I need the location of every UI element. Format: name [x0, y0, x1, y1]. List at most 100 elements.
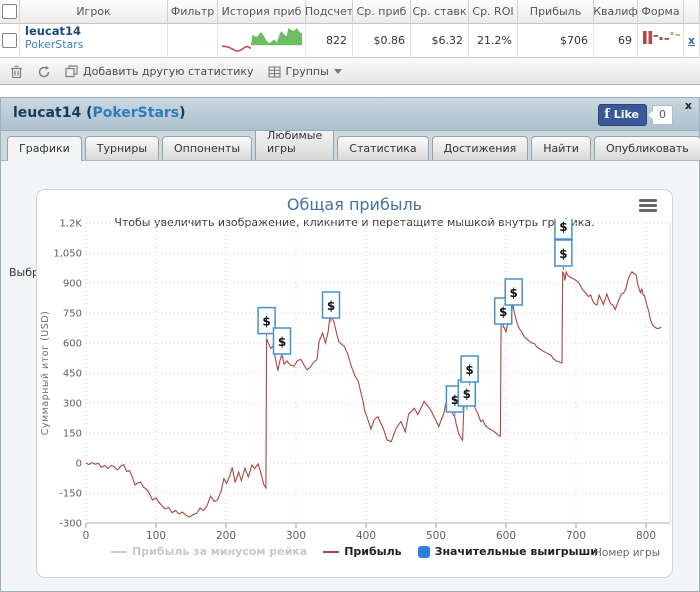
count-cell: 822	[306, 24, 353, 58]
svg-text:-300: -300	[59, 519, 82, 530]
row-checkbox-cell	[0, 24, 20, 58]
legend-item[interactable]: Значительные выигрыши	[417, 545, 598, 558]
chart-context-menu-button[interactable]	[639, 199, 657, 212]
select-all-checkbox[interactable]	[2, 4, 17, 19]
header-cell[interactable]: Фильтр	[168, 0, 218, 24]
legend-swatch	[323, 550, 340, 553]
header-cell[interactable]: Форма	[638, 0, 684, 24]
player-panel: leucat14 (PokerStars) f Like 0 x Графики Т…	[0, 97, 700, 592]
legend-item[interactable]: Прибыль	[323, 545, 402, 558]
groups-dropdown-arrow	[333, 69, 342, 74]
svg-text:200: 200	[216, 530, 236, 542]
x-axis-title: Номер игры	[594, 547, 660, 559]
tab-опубликовать[interactable]: Опубликовать	[593, 136, 700, 160]
add-statistic-button[interactable]: Добавить другую статистику	[65, 65, 254, 78]
groups-label: Группы	[285, 65, 329, 78]
svg-text:600: 600	[496, 530, 516, 542]
header-cell[interactable]: Ср. ROI	[469, 0, 518, 24]
like-label: Like	[613, 108, 639, 121]
profit-sparkline[interactable]	[221, 26, 303, 55]
svg-text:750: 750	[63, 309, 82, 320]
groups-button[interactable]: Группы	[267, 65, 342, 78]
panel-title-site: PokerStars	[92, 105, 180, 121]
legend-label: Прибыль за минусом рейка	[132, 545, 308, 558]
add-window-icon	[65, 65, 78, 78]
legend-label: Значительные выигрыши	[434, 545, 598, 558]
svg-text:$: $	[559, 247, 567, 261]
player-cell: leucat14 PokerStars	[20, 24, 168, 58]
header-cell[interactable]: Ср. ставк	[411, 0, 469, 24]
row-checkbox[interactable]	[2, 33, 17, 48]
tab-статистика[interactable]: Статистика	[337, 136, 429, 160]
header-cell[interactable]	[684, 0, 700, 24]
svg-text:$: $	[465, 363, 473, 377]
profit-chart-panel[interactable]: Общая прибыль Чтобы увеличить изображени…	[36, 189, 673, 578]
legend-swatch	[111, 550, 127, 553]
header-cell[interactable]: Ср. приб	[353, 0, 411, 24]
panel-close-button[interactable]: x	[684, 99, 692, 112]
profit-chart-plot[interactable]: 0 100 200 300 400 500 600 700 800 1.2K 1,050 900 750…	[37, 212, 672, 548]
row-remove-cell: x	[684, 24, 700, 58]
tab-графики[interactable]: Графики	[7, 136, 82, 161]
header-cell[interactable]: Квалиф	[594, 0, 638, 24]
header-cell[interactable]: Игрок	[20, 0, 168, 24]
svg-text:900: 900	[63, 279, 82, 290]
svg-text:$: $	[262, 315, 270, 329]
svg-text:400: 400	[356, 530, 376, 542]
form-chart	[640, 29, 682, 52]
legend-item[interactable]: Прибыль за минусом рейка	[111, 545, 307, 558]
profit-history-cell	[218, 24, 306, 58]
svg-text:$: $	[559, 220, 567, 234]
svg-text:-150: -150	[59, 489, 82, 500]
tab-bar: Графики Турниры Оппоненты Любимые игры Стати…	[1, 123, 700, 161]
svg-text:300: 300	[286, 530, 306, 542]
tab-оппоненты[interactable]: Оппоненты	[162, 136, 253, 160]
svg-text:Суммарный итог (USD): Суммарный итог (USD)	[40, 311, 51, 436]
stats-table-header: Игрок Фильтр История приб Подсчет Ср. приб Ср…	[0, 0, 700, 24]
svg-text:450: 450	[63, 369, 82, 380]
svg-text:1,050: 1,050	[53, 249, 82, 260]
tab-достижения[interactable]: Достижения	[431, 136, 529, 160]
panel-header: leucat14 (PokerStars) f Like 0 x	[1, 98, 699, 131]
chart-title: Общая прибыль	[286, 195, 423, 214]
svg-text:800: 800	[636, 530, 656, 542]
header-cell[interactable]: История приб	[218, 0, 306, 24]
row-remove-link[interactable]: x	[687, 34, 696, 47]
facebook-icon: f	[604, 107, 610, 122]
svg-text:$: $	[463, 387, 471, 401]
svg-text:1.2K: 1.2K	[60, 219, 83, 230]
tab-найти[interactable]: Найти	[531, 136, 591, 160]
profit-cell: $706	[518, 24, 594, 58]
facebook-like-button[interactable]: f Like	[598, 104, 647, 126]
svg-text:500: 500	[426, 530, 446, 542]
header-cell[interactable]: Подсчет	[306, 0, 353, 24]
legend-swatch	[417, 545, 430, 558]
stats-table: Игрок Фильтр История приб Подсчет Ср. приб Ср…	[0, 0, 700, 58]
svg-text:300: 300	[63, 399, 82, 410]
chart-legend: Прибыль за минусом рейка Прибыль Значитель…	[37, 545, 672, 558]
refresh-icon	[38, 65, 50, 77]
header-checkbox-cell[interactable]	[0, 0, 20, 24]
filter-cell[interactable]	[168, 24, 218, 58]
player-site-link[interactable]: PokerStars	[25, 38, 84, 51]
avg-profit-cell: $0.86	[353, 24, 411, 58]
tab-турниры[interactable]: Турниры	[84, 136, 160, 160]
refresh-button[interactable]	[37, 65, 51, 79]
svg-text:700: 700	[566, 530, 586, 542]
like-count-bubble: 0	[648, 105, 673, 125]
svg-text:$: $	[327, 299, 335, 313]
svg-text:150: 150	[63, 429, 82, 440]
svg-text:0: 0	[83, 530, 90, 542]
svg-text:$: $	[510, 286, 518, 300]
delete-button[interactable]	[10, 65, 23, 79]
legend-label: Прибыль	[344, 545, 402, 558]
header-cell[interactable]: Прибыль	[518, 0, 594, 24]
svg-text:0: 0	[76, 459, 82, 470]
trash-icon	[11, 65, 22, 78]
svg-text:$: $	[451, 393, 459, 407]
svg-text:600: 600	[63, 339, 82, 350]
player-name-link[interactable]: leucat14	[25, 24, 82, 38]
add-statistic-label: Добавить другую статистику	[83, 65, 254, 78]
svg-text:$: $	[278, 335, 286, 349]
